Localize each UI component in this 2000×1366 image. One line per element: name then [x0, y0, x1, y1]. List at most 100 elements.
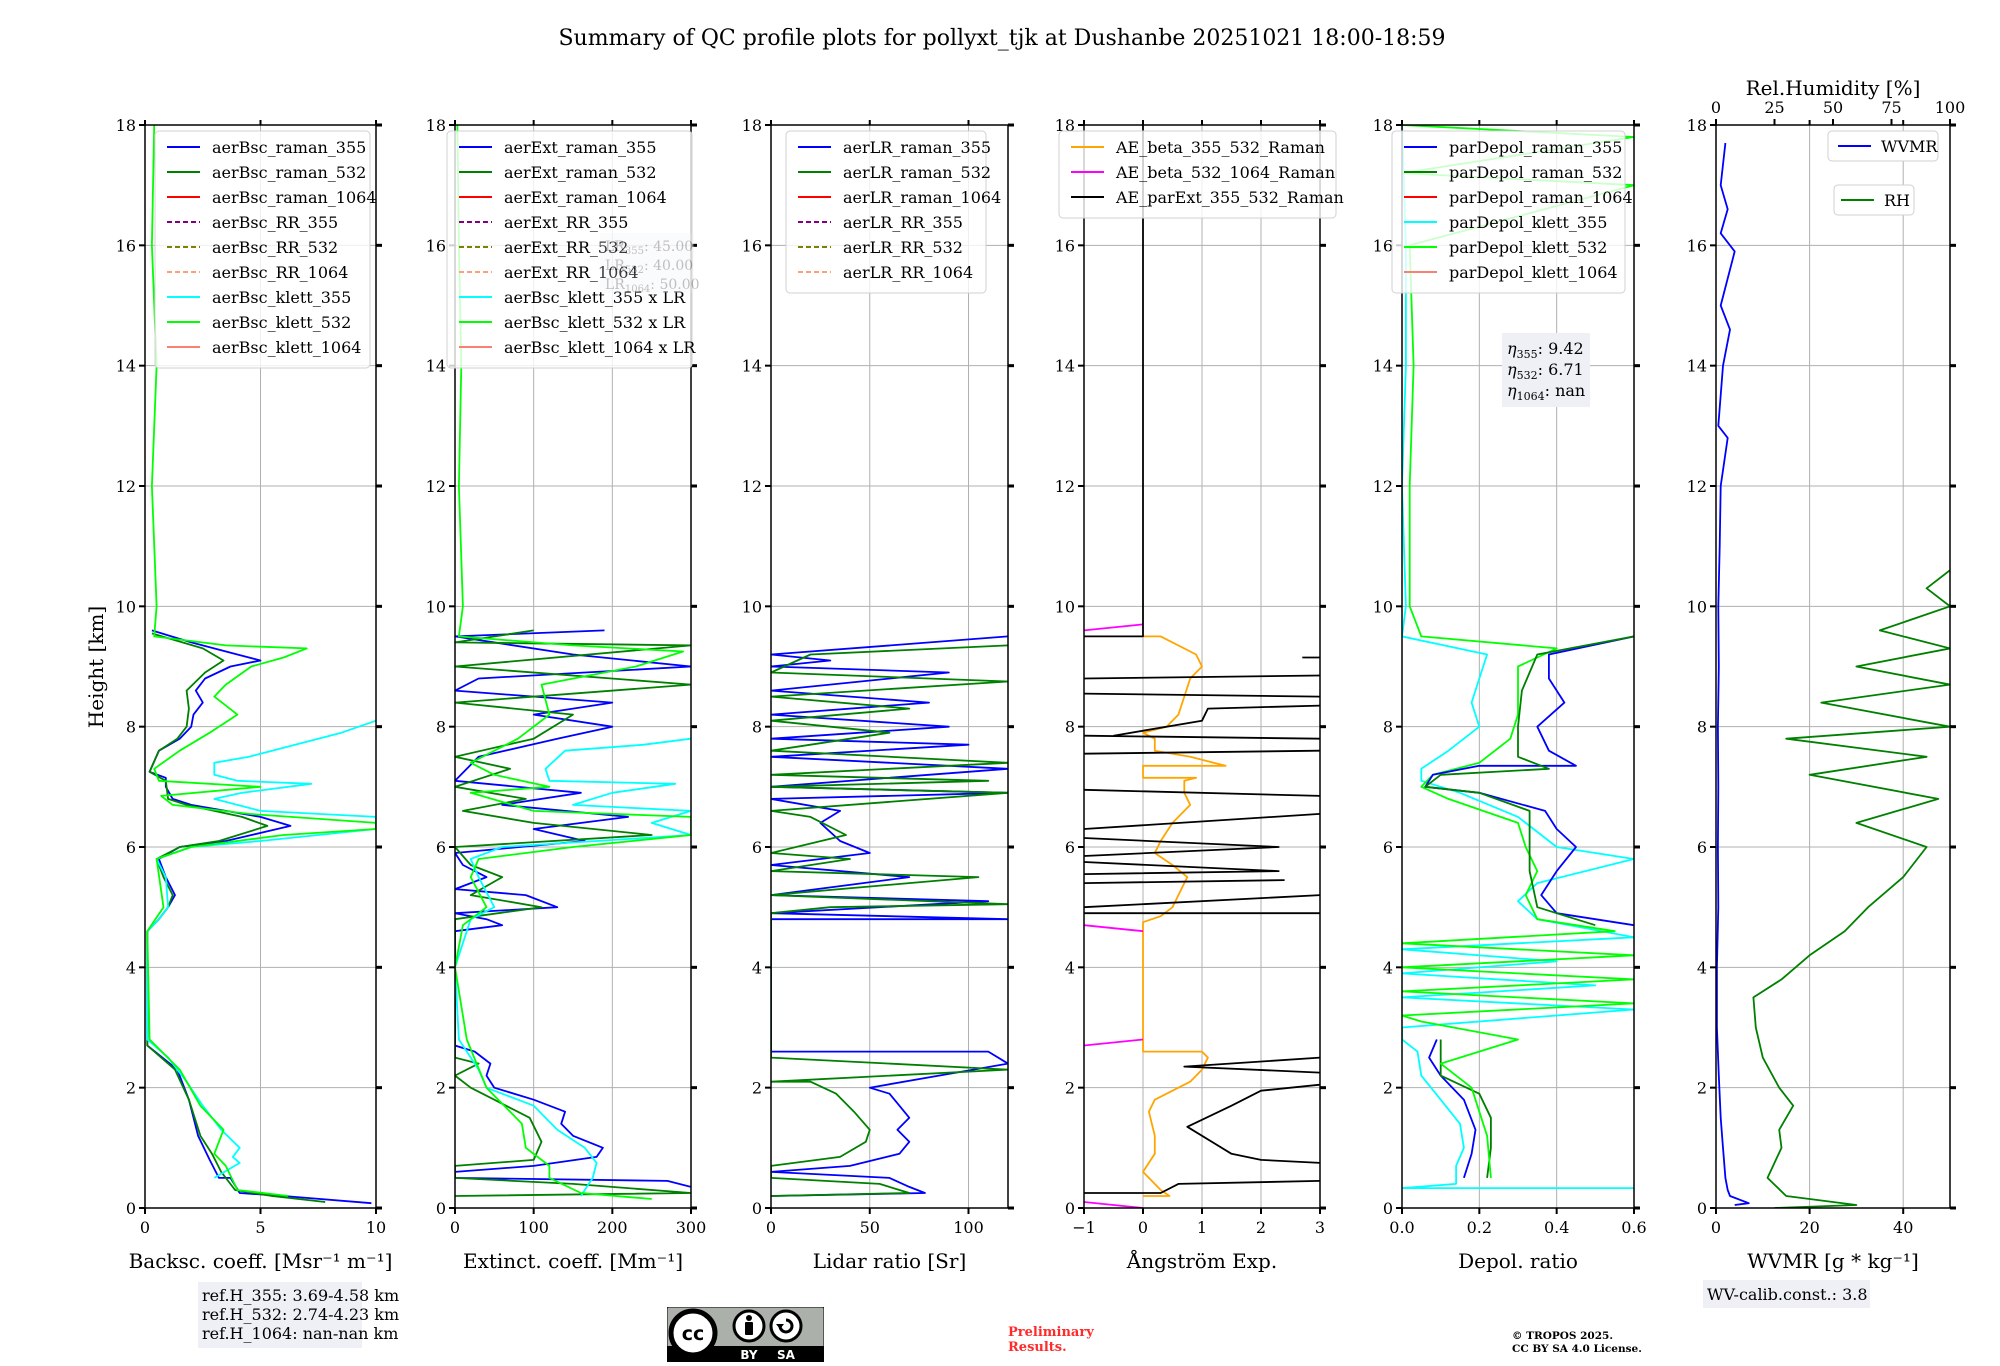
y-tick-label: 14 — [1687, 357, 1707, 376]
series-line-ae-parext-355-532-raman — [1084, 788, 1320, 797]
x-top-tick-label: 100 — [1935, 98, 1966, 117]
series-line-pardepol-klett-532 — [1402, 125, 1634, 1178]
legend-item: aerLR_RR_355 — [798, 213, 963, 232]
y-tick-label: 8 — [126, 718, 136, 737]
y-tick-label: 4 — [1697, 958, 1707, 977]
y-tick-label: 12 — [1687, 477, 1707, 496]
axes-frame — [1715, 124, 1951, 1209]
y-tick-label: 12 — [742, 477, 762, 496]
x-tick-label: 200 — [597, 1218, 628, 1237]
panel-backscatter: 0 2 4 6 8 10 12 14 16 18 0 5 10 Backsc. coeff. [Msr⁻¹… — [116, 116, 399, 1348]
series-line-ae-beta-532-1064-raman — [1084, 924, 1144, 933]
legend: aerLR_raman_355 aerLR_raman_532 aerLR_rama… — [785, 130, 1001, 294]
legend-label: aerLR_raman_355 — [843, 138, 991, 157]
x-tick-label: 1 — [1197, 1218, 1207, 1237]
legend-item: AE_beta_355_532_Raman — [1071, 138, 1325, 157]
series-line-pardepol-raman-532 — [1439, 1039, 1492, 1179]
legend: aerExt_raman_355 aerExt_raman_532 aerExt_r… — [446, 130, 696, 369]
series-line-ae-parext-355-532-raman — [1084, 749, 1320, 755]
legend: aerBsc_raman_355 aerBsc_raman_532 aerBsc_r… — [154, 130, 377, 369]
legend-label: aerExt_raman_1064 — [504, 188, 667, 207]
legend-item: AE_beta_532_1064_Raman — [1071, 163, 1335, 182]
series-line-ae-parext-355-532-raman — [1084, 692, 1320, 698]
legend-item: aerBsc_klett_355 — [167, 288, 351, 307]
cc-license-badge: cc BY SA — [666, 1306, 825, 1363]
badge-label-by: BY — [740, 1348, 757, 1362]
y-tick-label: 16 — [742, 236, 762, 255]
figure-title: Summary of QC profile plots for pollyxt_… — [558, 26, 1445, 51]
legend-label: parDepol_raman_355 — [1449, 138, 1622, 157]
series-line-ae-beta-532-1064-raman — [1084, 623, 1144, 632]
y-tick-label: 2 — [1065, 1079, 1075, 1098]
y-tick-label: 2 — [1383, 1079, 1393, 1098]
y-tick-label: 14 — [116, 357, 136, 376]
legend-label: AE_beta_355_532_Raman — [1115, 138, 1325, 157]
svg-text:cc: cc — [682, 1323, 705, 1345]
y-tick-label: 10 — [116, 597, 136, 616]
legend-item: aerBsc_klett_355 x LR — [459, 288, 686, 307]
eta-value: η355: 9.42 — [1507, 339, 1584, 361]
x-tick-label: 0.0 — [1389, 1218, 1414, 1237]
legend-label: aerBsc_raman_1064 — [212, 188, 377, 207]
x-axis-label: Ångström Exp. — [1126, 1248, 1277, 1273]
y-tick-label: 2 — [126, 1079, 136, 1098]
y-tick-label: 4 — [1383, 958, 1393, 977]
series-group — [455, 125, 691, 1200]
legend-item: aerBsc_raman_1064 — [167, 188, 377, 207]
y-tick-label: 0 — [1697, 1199, 1707, 1218]
x-tick-label: 3 — [1315, 1218, 1325, 1237]
y-tick-label: 12 — [1373, 477, 1393, 496]
sa-share-alike-icon — [769, 1309, 803, 1343]
copyright-line-1: © TROPOS 2025. — [1512, 1330, 1614, 1342]
series-line-rh — [1752, 569, 1950, 1208]
legend-box — [1827, 130, 1939, 162]
legend-item: parDepol_raman_532 — [1404, 163, 1622, 182]
y-axis-label: Height [km] — [84, 606, 108, 728]
series-line-pardepol-raman-532-upper — [1424, 635, 1634, 927]
series-line-ae-parext-355-532-raman — [1084, 894, 1320, 909]
y-tick-label: 18 — [1373, 116, 1393, 135]
series-line-ae-parext-355-532-raman — [1084, 837, 1280, 857]
legend-item: aerBsc_RR_355 — [167, 213, 338, 232]
legend-label: RH — [1884, 191, 1910, 210]
series-line-aerbsc-raman-532 — [146, 632, 326, 1203]
y-tick-label: 6 — [126, 838, 136, 857]
y-tick-label: 18 — [116, 116, 136, 135]
x-tick-label: 0.6 — [1621, 1218, 1646, 1237]
preliminary-line-2: Results. — [1008, 1340, 1067, 1355]
y-tick-label: 0 — [752, 1199, 762, 1218]
copyright-line-2: CC BY SA 4.0 License. — [1512, 1343, 1642, 1355]
x-top-tick-label: 0 — [1711, 98, 1721, 117]
series-line-aerext-raman-532 — [455, 629, 691, 1197]
legend-item: aerExt_RR_532 — [459, 238, 628, 257]
x-tick-label: 0 — [766, 1218, 776, 1237]
legend-label: aerBsc_klett_532 x LR — [504, 313, 686, 332]
legend-label: aerLR_raman_532 — [843, 163, 991, 182]
y-tick-label: 8 — [1383, 718, 1393, 737]
y-tick-label: 16 — [1055, 236, 1075, 255]
legend-item: parDepol_klett_355 — [1404, 213, 1607, 232]
lr-value: LR355: 45.00 — [605, 239, 693, 257]
x-tick-label: 0 — [1711, 1218, 1721, 1237]
series-line-aerbsc-klett-355 — [146, 719, 376, 1179]
x-tick-label: 0.4 — [1544, 1218, 1569, 1237]
series-line-ae-parext-355-532-raman — [1084, 125, 1144, 638]
x-tick-label: 50 — [860, 1218, 880, 1237]
series-group — [1084, 125, 1320, 1208]
axes-frame — [1401, 124, 1635, 1209]
x-axis-label: Backsc. coeff. [Msr⁻¹ m⁻¹] — [129, 1249, 393, 1273]
x-tick-label: 100 — [518, 1218, 549, 1237]
x-tick-label: −1 — [1072, 1218, 1096, 1237]
reference-height-line: ref.H_355: 3.69-4.58 km — [202, 1286, 399, 1305]
info-box-bg — [600, 233, 694, 293]
legend-item: aerBsc_RR_532 — [167, 238, 338, 257]
legend-box — [154, 130, 371, 369]
x-tick-label: 40 — [1893, 1218, 1913, 1237]
legend-label: aerBsc_klett_532 — [212, 313, 351, 332]
series-line-ae-parext-355-532-raman — [1084, 879, 1285, 884]
legend-label: WVMR — [1881, 137, 1938, 156]
legend-item: AE_parExt_355_532_Raman — [1071, 188, 1344, 207]
